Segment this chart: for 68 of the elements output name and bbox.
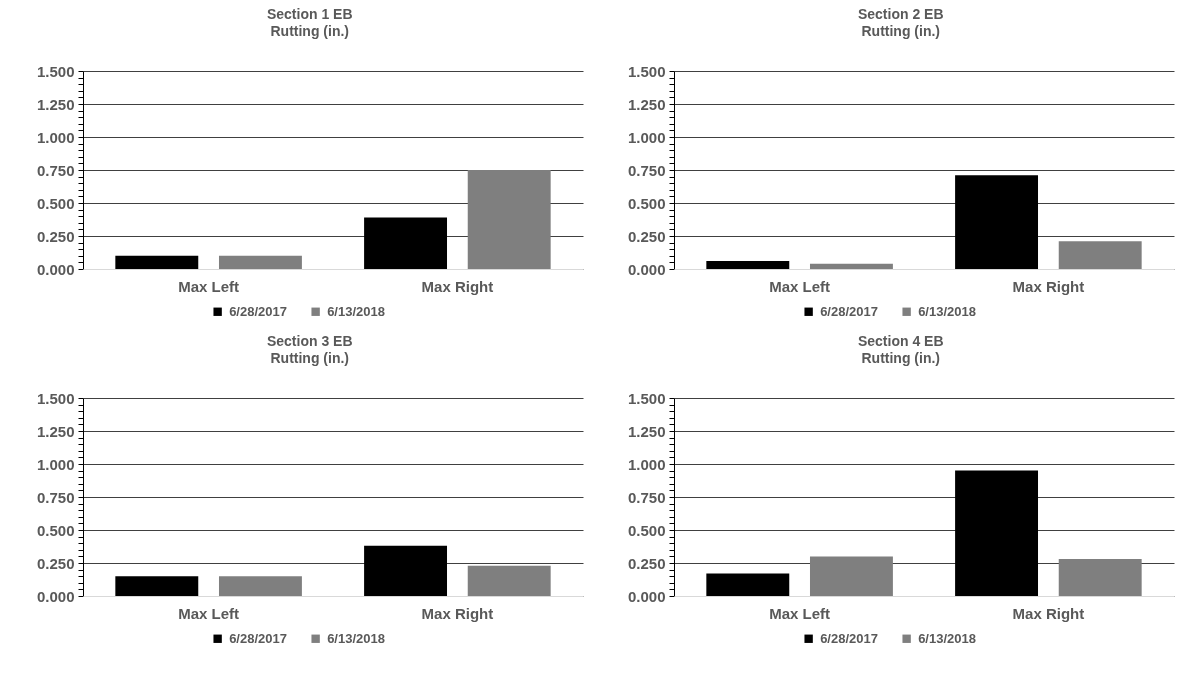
chart-title: Section 2 EB <box>857 6 944 22</box>
bar <box>115 576 199 596</box>
legend-label: 6/13/2018 <box>327 630 385 646</box>
y-tick-label: 0.250 <box>627 227 666 245</box>
bar <box>467 565 551 596</box>
y-tick-label: 1.250 <box>36 95 75 113</box>
y-tick-label: 0.000 <box>36 587 75 605</box>
chart-subtitle: Rutting (in.) <box>861 23 940 39</box>
y-tick-label: 1.250 <box>627 95 666 113</box>
y-tick-label: 0.750 <box>627 488 666 506</box>
x-tick-label: Max Left <box>769 604 831 622</box>
bar <box>218 255 302 269</box>
x-tick-label: Max Right <box>421 604 494 622</box>
y-tick-label: 0.250 <box>627 554 666 572</box>
legend-label: 6/28/2017 <box>820 630 878 646</box>
y-tick-label: 1.000 <box>36 128 75 146</box>
bar <box>706 573 790 596</box>
y-tick-label: 1.250 <box>627 422 666 440</box>
y-tick-label: 1.500 <box>627 62 666 80</box>
y-tick-label: 1.500 <box>627 389 666 407</box>
chart-subtitle: Rutting (in.) <box>861 350 940 366</box>
x-tick-label: Max Right <box>421 277 494 295</box>
legend-label: 6/13/2018 <box>327 303 385 319</box>
x-tick-label: Max Left <box>178 277 240 295</box>
bar <box>1058 241 1142 269</box>
y-tick-label: 0.000 <box>627 587 666 605</box>
y-tick-label: 1.500 <box>36 62 75 80</box>
y-tick-label: 1.000 <box>627 455 666 473</box>
chart-title: Section 3 EB <box>266 333 353 349</box>
y-tick-label: 1.500 <box>36 389 75 407</box>
y-tick-label: 0.500 <box>627 521 666 539</box>
y-tick-label: 1.000 <box>36 455 75 473</box>
chart-subtitle: Rutting (in.) <box>270 350 349 366</box>
bar <box>364 545 448 596</box>
y-tick-label: 0.250 <box>36 554 75 572</box>
y-tick-label: 0.250 <box>36 227 75 245</box>
y-tick-label: 0.000 <box>627 260 666 278</box>
legend-label: 6/28/2017 <box>229 630 287 646</box>
bar <box>706 261 790 269</box>
y-tick-label: 0.000 <box>36 260 75 278</box>
bar <box>218 576 302 596</box>
chart-subtitle: Rutting (in.) <box>270 23 349 39</box>
legend-label: 6/13/2018 <box>918 303 976 319</box>
bar <box>115 255 199 269</box>
x-tick-label: Max Right <box>1012 277 1085 295</box>
y-tick-label: 0.750 <box>627 161 666 179</box>
chart-title: Section 4 EB <box>857 333 944 349</box>
bar <box>467 170 551 269</box>
x-tick-label: Max Left <box>178 604 240 622</box>
y-tick-label: 0.500 <box>627 194 666 212</box>
y-tick-label: 0.500 <box>36 194 75 212</box>
y-tick-label: 1.250 <box>36 422 75 440</box>
chart-title: Section 1 EB <box>266 6 353 22</box>
bar <box>364 217 448 269</box>
legend-label: 6/28/2017 <box>820 303 878 319</box>
y-tick-label: 0.750 <box>36 161 75 179</box>
bar <box>1058 559 1142 596</box>
y-tick-label: 0.500 <box>36 521 75 539</box>
bar <box>809 263 893 269</box>
bar <box>955 175 1039 269</box>
y-tick-label: 1.000 <box>627 128 666 146</box>
bar <box>809 556 893 596</box>
bar <box>955 470 1039 596</box>
legend-label: 6/28/2017 <box>229 303 287 319</box>
legend-label: 6/13/2018 <box>918 630 976 646</box>
y-tick-label: 0.750 <box>36 488 75 506</box>
x-tick-label: Max Right <box>1012 604 1085 622</box>
x-tick-label: Max Left <box>769 277 831 295</box>
